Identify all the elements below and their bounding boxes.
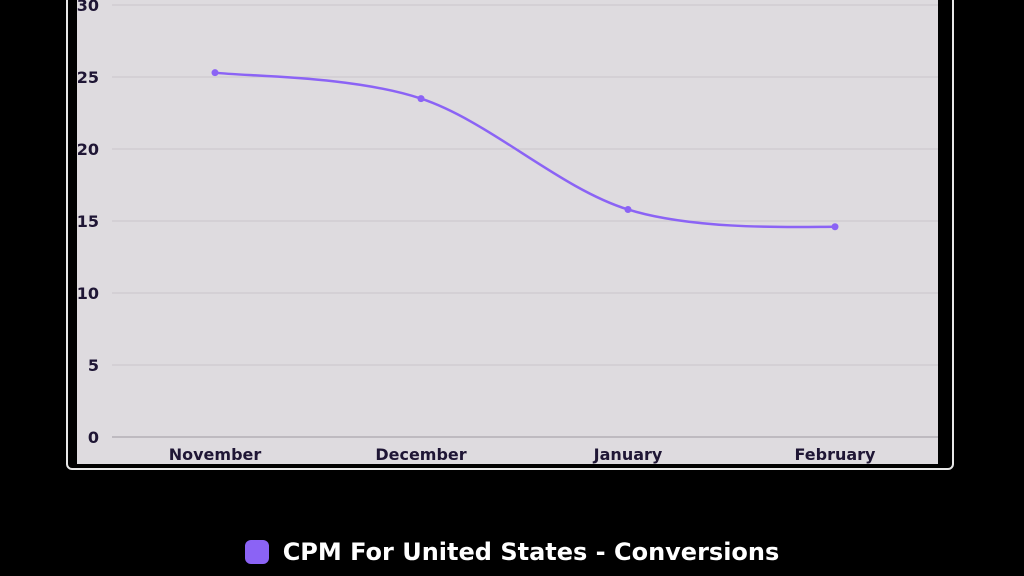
y-tick-label: 5 — [88, 356, 99, 375]
y-tick-label: 25 — [77, 68, 99, 87]
x-tick-label: December — [375, 445, 466, 464]
y-tick-label: 30 — [77, 0, 99, 15]
y-tick-label: 0 — [88, 428, 99, 447]
data-point — [417, 95, 425, 103]
x-tick-label: February — [795, 445, 877, 464]
legend-swatch — [244, 540, 269, 564]
legend: CPM For United States - Conversions — [0, 532, 1024, 572]
y-tick-label: 20 — [77, 140, 99, 159]
series-line — [213, 71, 837, 229]
data-point — [211, 69, 219, 77]
y-tick-label: 15 — [77, 212, 99, 231]
data-point — [624, 205, 632, 213]
legend-label: CPM For United States - Conversions — [282, 538, 780, 566]
y-tick-label: 10 — [77, 284, 99, 303]
data-point — [831, 223, 839, 231]
x-tick-label: November — [169, 445, 262, 464]
x-tick-label: January — [593, 445, 663, 464]
